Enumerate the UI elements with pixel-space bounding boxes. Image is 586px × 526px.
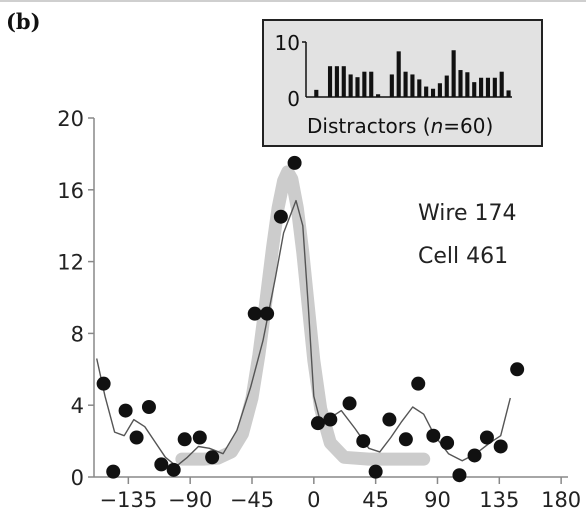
data-point	[452, 468, 467, 483]
inset-bar	[410, 74, 415, 97]
inset-bar	[314, 89, 319, 97]
x-tick-label: 45	[362, 488, 389, 512]
data-points	[96, 155, 525, 483]
x-tick-label: −45	[230, 488, 274, 512]
x-tick-label: 90	[424, 488, 451, 512]
data-point	[177, 432, 192, 447]
axes	[88, 117, 568, 484]
inset-bar	[348, 74, 353, 97]
data-point	[323, 412, 338, 427]
data-point	[129, 430, 144, 445]
data-point	[510, 362, 525, 377]
inset-axis	[302, 41, 512, 98]
data-point	[342, 396, 357, 411]
data-point	[398, 432, 413, 447]
data-point	[166, 462, 181, 477]
data-point	[287, 155, 302, 170]
inset-bar	[465, 72, 470, 97]
y-axis-tick-labels: 0 4 8 12 16 20	[57, 107, 84, 490]
data-point	[479, 430, 494, 445]
inset-bars	[314, 50, 511, 97]
inset-y-tick-zero: 0	[287, 87, 300, 111]
data-point	[356, 434, 371, 449]
panel-label: (b)	[6, 9, 41, 34]
data-point	[205, 450, 220, 465]
y-tick-label: 4	[71, 394, 84, 418]
data-point	[260, 306, 275, 321]
inset-bar	[327, 66, 333, 97]
inset-bar	[424, 86, 429, 97]
inset-title-suffix: =60)	[443, 114, 493, 138]
inset-bar	[341, 66, 346, 97]
inset-bar	[403, 71, 408, 97]
main-chart: 0 4 8 12 16 20 −135 −90 −45 0 45 90 135 180	[57, 107, 581, 512]
fit-line-layer	[96, 199, 511, 467]
y-tick-label: 8	[71, 322, 84, 346]
inset-bar	[499, 71, 504, 97]
data-point	[440, 435, 455, 450]
inset-bar	[444, 75, 449, 97]
inset-bar	[334, 66, 339, 97]
inset-bar	[485, 77, 491, 97]
x-axis-tick-labels: −135 −90 −45 0 45 90 135 180	[100, 488, 582, 512]
inset-bar	[369, 71, 374, 97]
inset-bar	[417, 79, 422, 97]
data-point	[96, 376, 111, 391]
x-tick-label: −90	[168, 488, 212, 512]
data-point	[411, 376, 426, 391]
annotation-wire: Wire 174	[418, 201, 516, 226]
y-tick-label: 20	[57, 107, 84, 131]
data-point	[106, 464, 121, 479]
data-point	[141, 399, 156, 414]
tuning-band-layer	[175, 165, 431, 466]
data-point	[310, 416, 325, 431]
data-point	[382, 412, 397, 427]
inset-bar	[389, 74, 394, 97]
data-point	[154, 457, 169, 472]
inset-title-prefix: Distractors (	[307, 114, 431, 138]
inset-bar	[506, 90, 511, 97]
inset-bar	[437, 83, 442, 97]
y-tick-label: 0	[71, 466, 84, 490]
inset-bar	[479, 77, 484, 97]
inset-bar	[458, 70, 463, 97]
x-tick-label: 0	[307, 488, 320, 512]
x-tick-label: 135	[479, 488, 519, 512]
data-point	[273, 209, 288, 224]
inset-bar	[362, 71, 367, 97]
x-tick-label: −135	[100, 488, 158, 512]
data-point	[247, 306, 262, 321]
inset-bar	[492, 77, 497, 97]
inset-bar	[430, 88, 436, 97]
fit-line-series	[96, 199, 511, 467]
inset-bar	[396, 51, 401, 97]
data-point	[467, 448, 482, 463]
inset-distractors-chart: 10 0 Distractors (n=60)	[262, 19, 543, 147]
data-point	[368, 464, 383, 479]
inset-bar	[376, 94, 381, 97]
annotation-cell: Cell 461	[418, 244, 508, 269]
data-point	[192, 430, 207, 445]
inset-bar	[355, 77, 360, 97]
y-tick-label: 16	[57, 179, 84, 203]
data-point	[118, 403, 133, 418]
inset-bar	[472, 82, 477, 97]
inset-title: Distractors (n=60)	[307, 114, 493, 138]
y-tick-label: 12	[57, 251, 84, 275]
tuning-band-series	[175, 165, 431, 466]
x-tick-label: 180	[541, 488, 581, 512]
inset-title-italic: n	[431, 114, 444, 138]
data-point	[426, 428, 441, 443]
data-point	[493, 439, 508, 454]
inset-bar	[451, 50, 456, 97]
inset-y-tick-top: 10	[275, 31, 300, 55]
